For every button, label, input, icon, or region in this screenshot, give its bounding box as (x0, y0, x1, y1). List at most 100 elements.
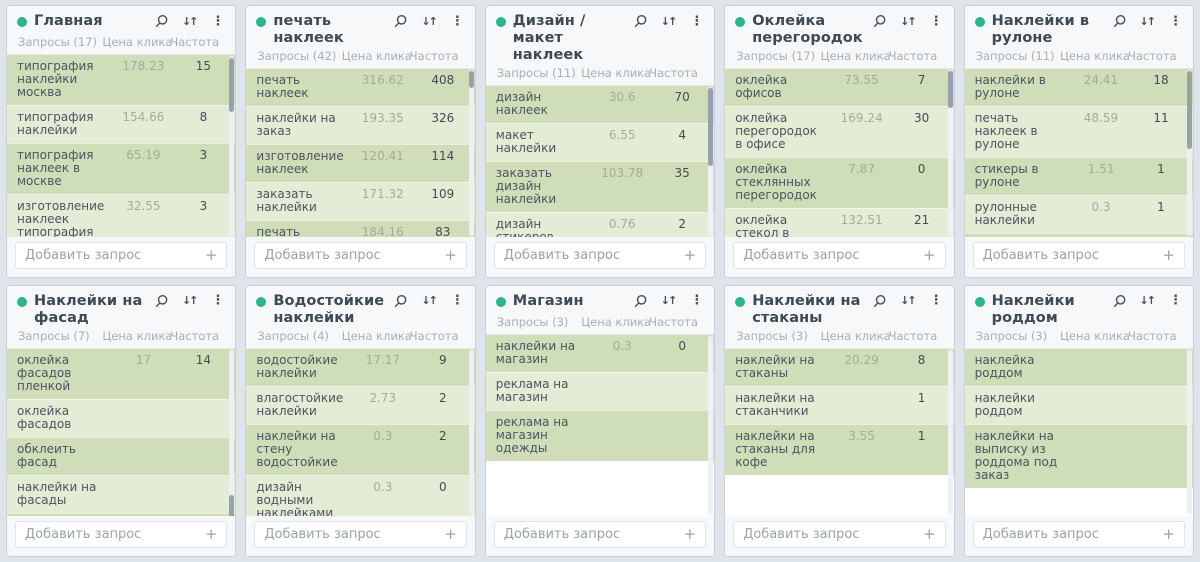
query-row[interactable]: оклейка фасадов (7, 398, 236, 437)
query-row[interactable]: типография наклейки москва 178.23 15 (7, 55, 236, 105)
kebab-menu-icon[interactable]: ⋮ (690, 13, 704, 29)
query-row[interactable]: оклейка фасадов пленкой 17 14 (7, 348, 236, 399)
query-row[interactable]: оклейка стеклянных перегородок 7.87 0 (725, 157, 954, 208)
add-query-input[interactable]: Добавить запрос + (733, 521, 946, 548)
sort-icon[interactable]: ↓↑ (421, 14, 437, 28)
query-row[interactable]: изготовление наклеек типография 32.55 3 (7, 194, 236, 237)
scrollbar-track[interactable] (1186, 70, 1192, 236)
plus-icon[interactable]: + (683, 245, 697, 264)
kebab-menu-icon[interactable]: ⋮ (211, 293, 225, 308)
query-row[interactable]: наклейки на стаканы для кофе 3.55 1 (725, 423, 954, 475)
query-row[interactable]: наклейки в рулоне 24.41 18 (964, 69, 1193, 106)
query-row[interactable]: печать наклеек 316.62 408 (246, 69, 475, 106)
kebab-menu-icon[interactable]: ⋮ (929, 293, 943, 308)
sort-icon[interactable]: ↓↑ (1139, 14, 1156, 28)
search-icon[interactable] (155, 294, 169, 308)
query-row[interactable]: наклейки на фасад 0.92 9 (7, 512, 236, 516)
query-row[interactable]: печать наклеек на заказ 184.16 83 (246, 220, 475, 237)
scrollbar-track[interactable] (947, 70, 953, 236)
plus-icon[interactable]: + (204, 245, 218, 264)
kebab-menu-icon[interactable]: ⋮ (1168, 293, 1182, 308)
query-row[interactable]: типография наклейки 154.66 8 (7, 105, 236, 143)
plus-icon[interactable]: + (1162, 525, 1175, 543)
sort-icon[interactable]: ↓↑ (900, 14, 916, 28)
add-query-input[interactable]: Добавить запрос + (15, 521, 228, 548)
query-row[interactable]: дизайн стикеров 0.76 2 (485, 212, 715, 237)
scrollbar-track[interactable] (1186, 349, 1192, 515)
scrollbar-thumb[interactable] (229, 494, 235, 516)
query-row[interactable]: наклейки на заказ 193.35 326 (246, 106, 475, 144)
kebab-menu-icon[interactable]: ⋮ (929, 13, 943, 29)
query-row[interactable]: наклейки роддом (964, 385, 1193, 424)
scrollbar-track[interactable] (229, 56, 235, 236)
search-icon[interactable] (873, 14, 887, 28)
query-row[interactable]: типография наклеек в москве 65.19 3 (7, 143, 236, 194)
query-row[interactable]: наклейка роддом (964, 348, 1193, 386)
sort-icon[interactable]: ↓↑ (181, 294, 198, 307)
search-icon[interactable] (1113, 14, 1127, 28)
query-row[interactable]: заказать наклейки 171.32 109 (246, 182, 475, 220)
scrollbar-thumb[interactable] (947, 71, 953, 108)
plus-icon[interactable]: + (204, 525, 218, 543)
scrollbar-thumb[interactable] (468, 71, 474, 88)
sort-icon[interactable]: ↓↑ (421, 294, 437, 307)
sort-icon[interactable]: ↓↑ (1139, 294, 1156, 307)
add-query-input[interactable]: Добавить запрос + (493, 241, 707, 269)
plus-icon[interactable]: + (923, 245, 936, 264)
query-row[interactable]: обклеить фасад (7, 436, 236, 475)
add-query-input[interactable]: Добавить запрос + (254, 521, 467, 548)
plus-icon[interactable]: + (683, 525, 697, 543)
query-row[interactable]: наклейки на фасады (7, 474, 236, 513)
query-row[interactable]: оклейка стекол в офисе 132.51 21 (725, 208, 954, 237)
sort-icon[interactable]: ↓↑ (660, 14, 677, 28)
search-icon[interactable] (155, 14, 169, 28)
search-icon[interactable] (873, 294, 887, 308)
query-row[interactable]: реклама на магазин (485, 371, 715, 410)
sort-icon[interactable]: ↓↑ (900, 294, 916, 307)
search-icon[interactable] (394, 294, 408, 308)
scrollbar-track[interactable] (468, 349, 474, 515)
query-row[interactable]: наклейки на выписку из роддома под заказ (964, 423, 1193, 488)
kebab-menu-icon[interactable]: ⋮ (1168, 13, 1182, 29)
add-query-input[interactable]: Добавить запрос + (972, 241, 1185, 269)
add-query-input[interactable]: Добавить запрос + (733, 241, 946, 269)
plus-icon[interactable]: + (444, 525, 457, 543)
query-row[interactable]: наклейки на стаканы 20.29 8 (725, 348, 954, 386)
query-row[interactable]: оклейка офисов 73.55 7 (725, 69, 954, 106)
add-query-input[interactable]: Добавить запрос + (972, 521, 1185, 548)
query-row[interactable]: рулонные наклейки 0.3 1 (964, 195, 1193, 233)
query-row[interactable]: наклейки на стену водостойкие 0.3 2 (246, 423, 475, 475)
query-row[interactable]: печать наклеек в рулоне 48.59 11 (964, 106, 1193, 157)
scrollbar-thumb[interactable] (229, 58, 235, 112)
query-row[interactable]: дизайн водными наклейками 0.3 0 (246, 474, 475, 516)
scrollbar-track[interactable] (708, 335, 714, 515)
query-row[interactable]: влагостойкие наклейки 2.73 2 (246, 385, 475, 424)
scrollbar-track[interactable] (708, 87, 714, 236)
plus-icon[interactable]: + (923, 525, 936, 543)
query-row[interactable]: оклейка перегородок в офисе 169.24 30 (725, 106, 954, 157)
scrollbar-thumb[interactable] (708, 88, 714, 166)
query-row[interactable]: печать наклеек в рулоне москва 73.47 5 (964, 233, 1193, 237)
add-query-input[interactable]: Добавить запрос + (493, 521, 707, 548)
sort-icon[interactable]: ↓↑ (660, 294, 677, 307)
sort-icon[interactable]: ↓↑ (181, 14, 198, 28)
scrollbar-track[interactable] (947, 349, 953, 515)
add-query-input[interactable]: Добавить запрос + (15, 241, 228, 269)
plus-icon[interactable]: + (1162, 245, 1175, 264)
query-row[interactable]: реклама на магазин одежды (485, 409, 715, 461)
plus-icon[interactable]: + (444, 245, 457, 264)
kebab-menu-icon[interactable]: ⋮ (450, 293, 464, 308)
query-row[interactable]: заказать дизайн наклейки 103.78 35 (485, 161, 715, 212)
query-row[interactable]: макет наклейки 6.55 4 (485, 123, 715, 161)
scrollbar-thumb[interactable] (1186, 71, 1192, 149)
scrollbar-track[interactable] (468, 70, 474, 236)
query-row[interactable]: стикеры в рулоне 1.51 1 (964, 157, 1193, 195)
search-icon[interactable] (394, 14, 408, 28)
search-icon[interactable] (634, 14, 648, 28)
scrollbar-track[interactable] (229, 349, 235, 516)
add-query-input[interactable]: Добавить запрос + (254, 241, 467, 269)
kebab-menu-icon[interactable]: ⋮ (450, 13, 464, 29)
query-row[interactable]: изготовление наклеек 120.41 114 (246, 144, 475, 182)
search-icon[interactable] (1113, 294, 1127, 308)
query-row[interactable]: дизайн наклеек 30.6 70 (485, 86, 715, 123)
